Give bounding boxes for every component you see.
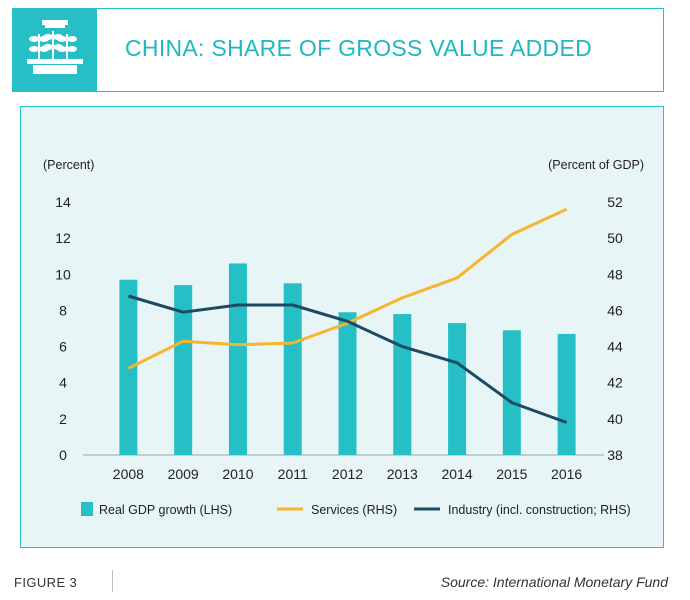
left-tick-label: 10 [55,266,71,282]
header-panel: CHINA: SHARE OF GROSS VALUE ADDED [12,8,664,92]
legend-label-services: Services (RHS) [311,503,397,517]
x-tick-label: 2015 [496,466,527,482]
left-tick-label: 0 [59,447,67,463]
right-tick-label: 38 [607,447,623,463]
figure-label: FIGURE 3 [14,575,78,590]
page-title: CHINA: SHARE OF GROSS VALUE ADDED [125,35,593,61]
left-tick-label: 8 [59,302,67,318]
legend-swatch-gdp [81,502,93,516]
x-tick-label: 2016 [551,466,582,482]
x-tick-label: 2014 [441,466,472,482]
x-tick-label: 2009 [168,466,199,482]
left-axis-label: (Percent) [43,158,94,172]
x-tick-label: 2008 [113,466,144,482]
legend-label-gdp: Real GDP growth (LHS) [99,503,232,517]
left-tick-label: 14 [55,194,71,210]
left-tick-label: 6 [59,339,67,355]
bar-gdp-growth [448,323,467,455]
right-tick-label: 40 [607,411,623,427]
right-tick-label: 46 [607,302,623,318]
x-tick-label: 2011 [278,466,308,482]
bar-gdp-growth [338,312,357,455]
right-axis-label: (Percent of GDP) [548,158,644,172]
plant-seedlings-icon [13,9,97,91]
line-services [127,207,568,370]
right-tick-label: 50 [607,230,623,246]
x-tick-label: 2012 [332,466,363,482]
bar-gdp-growth [228,263,247,455]
bar-gdp-growth [502,330,521,455]
x-tick-label: 2010 [222,466,253,482]
chart-panel: (Percent) (Percent of GDP) 0 2 4 6 8 10 12 14 38 40… [20,106,664,548]
source-note: Source: International Monetary Fund [440,574,668,590]
left-tick-label: 4 [59,375,67,391]
bar-gdp-growth [283,283,302,455]
legend-label-industry: Industry (incl. construction; RHS) [448,503,631,517]
left-tick-label: 2 [59,411,67,427]
right-tick-label: 52 [607,194,623,210]
left-tick-label: 12 [55,230,71,246]
bar-gdp-growth [393,314,412,455]
line-industry [127,294,568,424]
right-tick-label: 44 [607,339,623,355]
x-tick-label: 2013 [387,466,418,482]
right-tick-label: 48 [607,266,623,282]
bar-gdp-growth [557,333,576,455]
chart-svg: (Percent) (Percent of GDP)024681012143840… [43,158,644,517]
right-tick-label: 42 [607,375,623,391]
bar-gdp-growth [174,285,193,455]
footer-divider [112,570,113,592]
